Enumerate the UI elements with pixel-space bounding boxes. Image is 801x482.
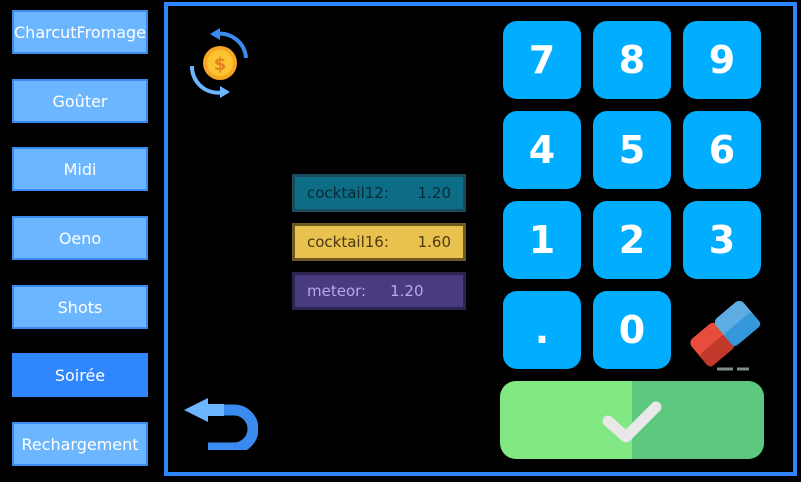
category-shots-button[interactable]: Shots xyxy=(12,285,148,329)
undo-arrow-icon[interactable] xyxy=(182,398,258,450)
category-oeno-button[interactable]: Oeno xyxy=(12,216,148,260)
category-gouter-button[interactable]: Goûter xyxy=(12,79,148,123)
checkmark-icon xyxy=(602,401,662,443)
key-decimal[interactable]: . xyxy=(503,291,581,369)
category-midi-button[interactable]: Midi xyxy=(12,147,148,191)
category-soiree-button[interactable]: Soirée xyxy=(12,353,148,397)
key-1[interactable]: 1 xyxy=(503,201,581,279)
item-cocktail12[interactable]: cocktail12: 1.20 xyxy=(292,174,466,212)
key-7[interactable]: 7 xyxy=(503,21,581,99)
confirm-button[interactable] xyxy=(500,381,764,459)
item-cocktail16[interactable]: cocktail16: 1.60 xyxy=(292,223,466,261)
key-5[interactable]: 5 xyxy=(593,111,671,189)
key-2[interactable]: 2 xyxy=(593,201,671,279)
key-6[interactable]: 6 xyxy=(683,111,761,189)
item-price: 1.60 xyxy=(417,233,451,251)
category-charcutfromage-button[interactable]: CharcutFromage xyxy=(12,10,148,54)
currency-exchange-icon[interactable]: $ xyxy=(186,26,254,98)
category-sidebar: CharcutFromage Goûter Midi Oeno Shots So… xyxy=(0,0,163,482)
confirm-button-shade xyxy=(632,381,764,459)
item-meteor[interactable]: meteor: 1.20 xyxy=(292,272,466,310)
key-3[interactable]: 3 xyxy=(683,201,761,279)
key-8[interactable]: 8 xyxy=(593,21,671,99)
item-price: 1.20 xyxy=(417,184,451,202)
eraser-icon[interactable] xyxy=(681,289,765,375)
key-4[interactable]: 4 xyxy=(503,111,581,189)
key-9[interactable]: 9 xyxy=(683,21,761,99)
main-panel: $ cocktail12: 1.20 cocktail16: 1.60 mete… xyxy=(164,2,797,476)
svg-text:$: $ xyxy=(214,54,227,75)
category-rechargement-button[interactable]: Rechargement xyxy=(12,422,148,466)
item-name: cocktail16: xyxy=(307,233,389,251)
key-0[interactable]: 0 xyxy=(593,291,671,369)
item-price: 1.20 xyxy=(390,282,424,300)
item-name: meteor: xyxy=(307,282,367,300)
item-name: cocktail12: xyxy=(307,184,389,202)
